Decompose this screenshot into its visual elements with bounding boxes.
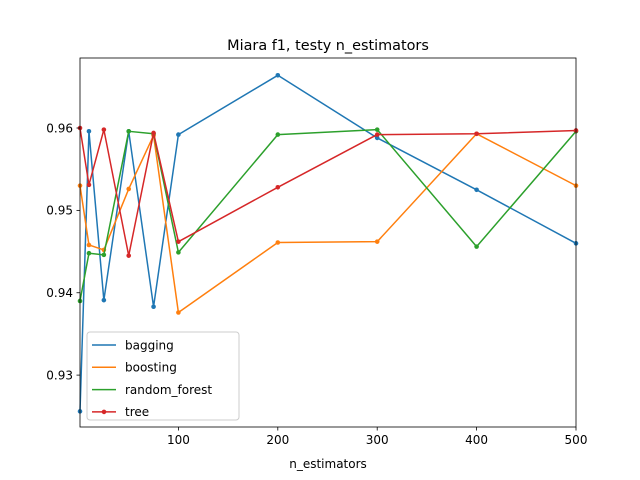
x-tick-label: 400 [465,433,488,447]
legend-box [86,331,240,421]
x-tick-label: 200 [266,433,289,447]
chart-title: Miara f1, testy n_estimators [227,38,429,54]
data-point [374,127,380,132]
y-axis: 0.93 0.94 0.95 0.96 [46,121,80,382]
y-tick-label: 0.93 [46,368,73,382]
x-axis-label: n_estimators [289,457,367,471]
data-point [474,131,479,137]
data-point [101,252,107,258]
data-point [151,304,156,310]
data-point [101,297,107,303]
data-point [86,182,92,188]
legend-label-boosting: boosting [125,361,177,375]
x-axis: 100 200 300 400 500 [167,427,588,447]
data-point [101,127,107,132]
plot-area: 100 200 300 400 500 0.93 0.94 0.95 0.96 [46,57,588,447]
legend-marker-tree [101,409,107,415]
x-tick-label: 500 [565,433,588,447]
data-point [275,132,281,137]
y-tick-label: 0.95 [46,204,73,218]
data-point [275,73,281,78]
data-point [126,253,132,258]
data-point [474,187,479,193]
data-point [86,242,92,248]
data-point [374,239,380,244]
legend-label-bagging: bagging [125,338,174,352]
plot-frame [79,57,577,428]
data-point [374,135,380,141]
data-point [176,132,181,137]
data-point [86,250,92,256]
data-point [176,310,181,315]
data-point [474,244,479,249]
data-point [275,240,281,245]
series-layer [77,73,579,414]
data-point [126,129,132,134]
data-point [275,185,281,190]
y-tick-label: 0.94 [46,286,73,300]
series-line-random_forest [79,128,578,302]
series-tree [77,125,579,258]
legend-label-tree: tree [125,405,149,419]
data-point [176,239,181,244]
series-line-tree [79,127,577,257]
x-tick-label: 100 [167,433,190,447]
data-point [86,129,92,134]
data-point [374,132,380,137]
data-point [126,186,132,192]
x-tick-label: 300 [366,433,389,447]
y-tick-label: 0.96 [46,121,73,135]
legend-label-random_forest: random_forest [125,383,212,397]
data-point [151,130,156,136]
data-point [176,250,181,255]
